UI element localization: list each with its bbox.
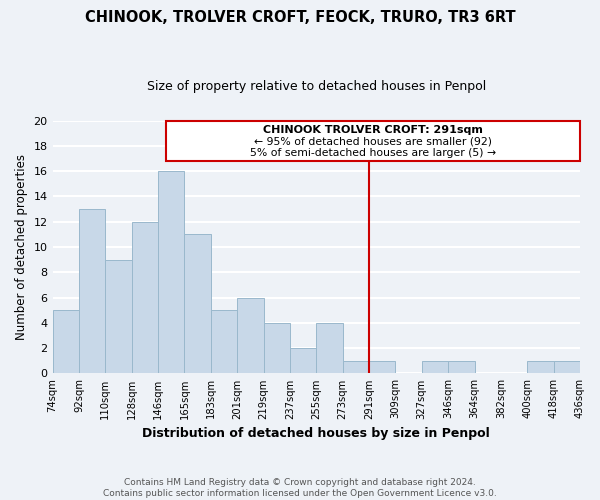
Bar bbox=[53, 310, 79, 374]
Text: CHINOOK TROLVER CROFT: 291sqm: CHINOOK TROLVER CROFT: 291sqm bbox=[263, 125, 483, 135]
Text: 5% of semi-detached houses are larger (5) →: 5% of semi-detached houses are larger (5… bbox=[250, 148, 496, 158]
FancyBboxPatch shape bbox=[166, 120, 580, 161]
Text: CHINOOK, TROLVER CROFT, FEOCK, TRURO, TR3 6RT: CHINOOK, TROLVER CROFT, FEOCK, TRURO, TR… bbox=[85, 10, 515, 25]
Bar bbox=[554, 361, 580, 374]
Title: Size of property relative to detached houses in Penpol: Size of property relative to detached ho… bbox=[146, 80, 486, 93]
Bar bbox=[158, 171, 184, 374]
Bar bbox=[184, 234, 211, 374]
Bar bbox=[316, 323, 343, 374]
Text: ← 95% of detached houses are smaller (92): ← 95% of detached houses are smaller (92… bbox=[254, 136, 492, 146]
Y-axis label: Number of detached properties: Number of detached properties bbox=[15, 154, 28, 340]
Bar bbox=[290, 348, 316, 374]
Bar bbox=[369, 361, 395, 374]
Bar bbox=[343, 361, 369, 374]
Bar bbox=[131, 222, 158, 374]
Bar bbox=[79, 209, 105, 374]
Bar bbox=[448, 361, 475, 374]
Bar bbox=[422, 361, 448, 374]
Bar bbox=[105, 260, 131, 374]
Bar bbox=[237, 298, 263, 374]
X-axis label: Distribution of detached houses by size in Penpol: Distribution of detached houses by size … bbox=[142, 427, 490, 440]
Bar bbox=[527, 361, 554, 374]
Text: Contains HM Land Registry data © Crown copyright and database right 2024.
Contai: Contains HM Land Registry data © Crown c… bbox=[103, 478, 497, 498]
Bar bbox=[211, 310, 237, 374]
Bar bbox=[263, 323, 290, 374]
